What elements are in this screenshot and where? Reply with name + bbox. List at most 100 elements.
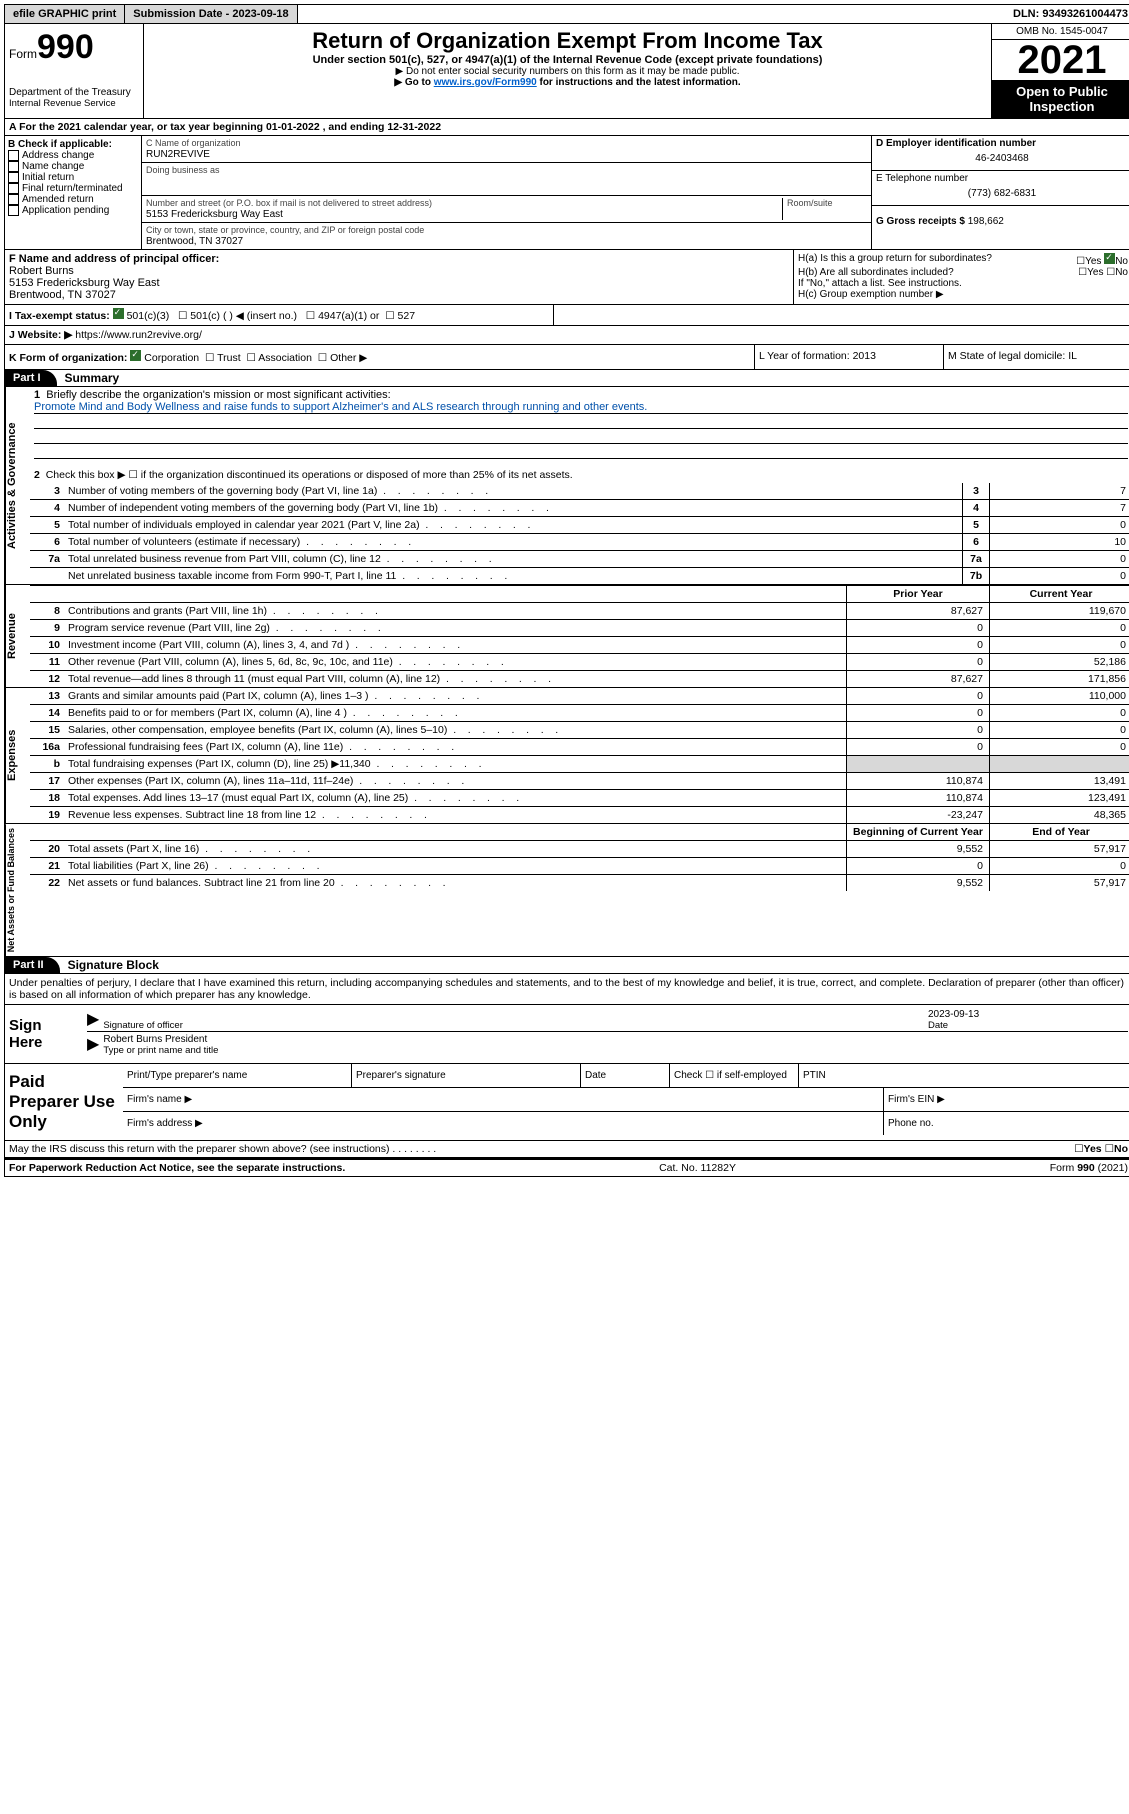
underline xyxy=(34,446,1128,459)
col-c-org-info: C Name of organization RUN2REVIVE Doing … xyxy=(142,136,872,249)
prior-value: 9,552 xyxy=(846,875,989,891)
prior-value xyxy=(846,756,989,772)
line-text: Total number of volunteers (estimate if … xyxy=(64,534,962,550)
mission-block: 1 Briefly describe the organization's mi… xyxy=(30,387,1129,459)
net-assets-body: Beginning of Current Year End of Year 20… xyxy=(30,824,1129,956)
discuss-text: May the IRS discuss this return with the… xyxy=(9,1143,436,1155)
firm-name-label: Firm's name ▶ xyxy=(123,1088,884,1111)
chk-initial-return[interactable]: Initial return xyxy=(8,172,138,183)
paid-preparer-body: Print/Type preparer's name Preparer's si… xyxy=(123,1064,1129,1140)
line-text: Net assets or fund balances. Subtract li… xyxy=(64,875,846,891)
column-headers: Beginning of Current Year End of Year xyxy=(30,824,1129,841)
chk-address-change[interactable]: Address change xyxy=(8,150,138,161)
current-value: 48,365 xyxy=(989,807,1129,823)
summary-line: Net unrelated business taxable income fr… xyxy=(30,568,1129,584)
summary-line: 10 Investment income (Part VIII, column … xyxy=(30,637,1129,654)
section-governance: Activities & Governance 1 Briefly descri… xyxy=(4,387,1129,585)
line-box: 3 xyxy=(962,483,989,499)
dln-value: 93493261004473 xyxy=(1042,8,1128,20)
line-box: 7b xyxy=(962,568,989,584)
signature-block: Under penalties of perjury, I declare th… xyxy=(4,974,1129,1064)
section-expenses: Expenses 13 Grants and similar amounts p… xyxy=(4,688,1129,824)
prior-value: 87,627 xyxy=(846,671,989,687)
line-box: 7a xyxy=(962,551,989,567)
paid-preparer-label: Paid Preparer Use Only xyxy=(5,1064,123,1140)
part-ii-tab: Part II xyxy=(5,957,60,973)
chk-amended-return[interactable]: Amended return xyxy=(8,194,138,205)
line-number: 13 xyxy=(30,688,64,704)
current-value: 0 xyxy=(989,620,1129,636)
officer-label: F Name and address of principal officer: xyxy=(9,253,219,265)
phone-field: E Telephone number (773) 682-6831 xyxy=(872,171,1129,206)
prior-value: 0 xyxy=(846,858,989,874)
col-prior-year: Prior Year xyxy=(846,586,989,602)
line-number: 9 xyxy=(30,620,64,636)
form-org-label: K Form of organization: xyxy=(9,352,127,364)
city-field: City or town, state or province, country… xyxy=(142,223,871,249)
status-4947: 4947(a)(1) or xyxy=(318,310,379,322)
gross-receipts-field: G Gross receipts $ 198,662 xyxy=(872,206,1129,229)
checkbox-icon xyxy=(8,161,19,172)
chk-label: Application pending xyxy=(22,205,109,216)
cat-number: Cat. No. 11282Y xyxy=(659,1162,736,1174)
gross-label: G Gross receipts $ xyxy=(876,216,968,227)
line-text: Total unrelated business revenue from Pa… xyxy=(64,551,962,567)
part-i-tab: Part I xyxy=(5,370,57,386)
line-text: Program service revenue (Part VIII, line… xyxy=(64,620,846,636)
checkbox-checked-icon xyxy=(130,350,141,361)
submission-date-button[interactable]: Submission Date - 2023-09-18 xyxy=(125,5,297,23)
col-b-title: B Check if applicable: xyxy=(8,139,112,150)
line-number: 12 xyxy=(30,671,64,687)
open-public: Open to Public Inspection xyxy=(992,80,1129,118)
chk-final-return[interactable]: Final return/terminated xyxy=(8,183,138,194)
line-text: Other expenses (Part IX, column (A), lin… xyxy=(64,773,846,789)
preparer-sig-label: Preparer's signature xyxy=(352,1064,581,1087)
submission-date: 2023-09-18 xyxy=(232,8,288,20)
dept-treasury: Department of the Treasury xyxy=(9,87,139,98)
row-fh: F Name and address of principal officer:… xyxy=(4,250,1129,305)
summary-line: 11 Other revenue (Part VIII, column (A),… xyxy=(30,654,1129,671)
line-number xyxy=(30,568,64,584)
preparer-row-1: Print/Type preparer's name Preparer's si… xyxy=(123,1064,1129,1088)
blank xyxy=(30,586,64,602)
line-text: Salaries, other compensation, employee b… xyxy=(64,722,846,738)
line-number: 3 xyxy=(30,483,64,499)
org-other: Other ▶ xyxy=(330,352,367,364)
summary-line: 18 Total expenses. Add lines 13–17 (must… xyxy=(30,790,1129,807)
preparer-name-label: Print/Type preparer's name xyxy=(123,1064,352,1087)
row-j: J Website: ▶ https://www.run2revive.org/ xyxy=(4,326,1129,345)
chk-application-pending[interactable]: Application pending xyxy=(8,205,138,216)
line-text: Benefits paid to or for members (Part IX… xyxy=(64,705,846,721)
current-value: 0 xyxy=(989,722,1129,738)
chk-name-change[interactable]: Name change xyxy=(8,161,138,172)
line-text: Total expenses. Add lines 13–17 (must eq… xyxy=(64,790,846,806)
vlabel-governance: Activities & Governance xyxy=(5,387,30,584)
dln-label: DLN: xyxy=(1013,8,1042,20)
summary-line: 8 Contributions and grants (Part VIII, l… xyxy=(30,603,1129,620)
form-ref: Form 990 (2021) xyxy=(1050,1162,1128,1174)
irs-link[interactable]: www.irs.gov/Form990 xyxy=(434,77,537,88)
ein-value: 46-2403468 xyxy=(876,149,1128,168)
line-number: 19 xyxy=(30,807,64,823)
summary-line: 21 Total liabilities (Part X, line 26) 0… xyxy=(30,858,1129,875)
checkbox-checked-icon xyxy=(1104,253,1115,264)
line-number: 15 xyxy=(30,722,64,738)
prior-value: 0 xyxy=(846,739,989,755)
efile-button[interactable]: efile GRAPHIC print xyxy=(5,5,125,23)
line-number: b xyxy=(30,756,64,772)
line-text: Other revenue (Part VIII, column (A), li… xyxy=(64,654,846,670)
part-ii-header: Part II Signature Block xyxy=(4,957,1129,974)
paid-preparer-block: Paid Preparer Use Only Print/Type prepar… xyxy=(4,1064,1129,1141)
preparer-date-label: Date xyxy=(581,1064,670,1087)
prior-value: 9,552 xyxy=(846,841,989,857)
group-return-block: H(a) Is this a group return for subordin… xyxy=(794,250,1129,304)
summary-line: b Total fundraising expenses (Part IX, c… xyxy=(30,756,1129,773)
row-i: I Tax-exempt status: 501(c)(3) ☐ 501(c) … xyxy=(4,305,1129,326)
underline xyxy=(34,416,1128,429)
org-name: RUN2REVIVE xyxy=(146,149,210,160)
checkbox-icon xyxy=(8,150,19,161)
year-formation: L Year of formation: 2013 xyxy=(755,345,944,369)
dba-label: Doing business as xyxy=(146,165,220,175)
current-value xyxy=(989,756,1129,772)
status-501c: 501(c) ( ) ◀ (insert no.) xyxy=(190,310,297,322)
